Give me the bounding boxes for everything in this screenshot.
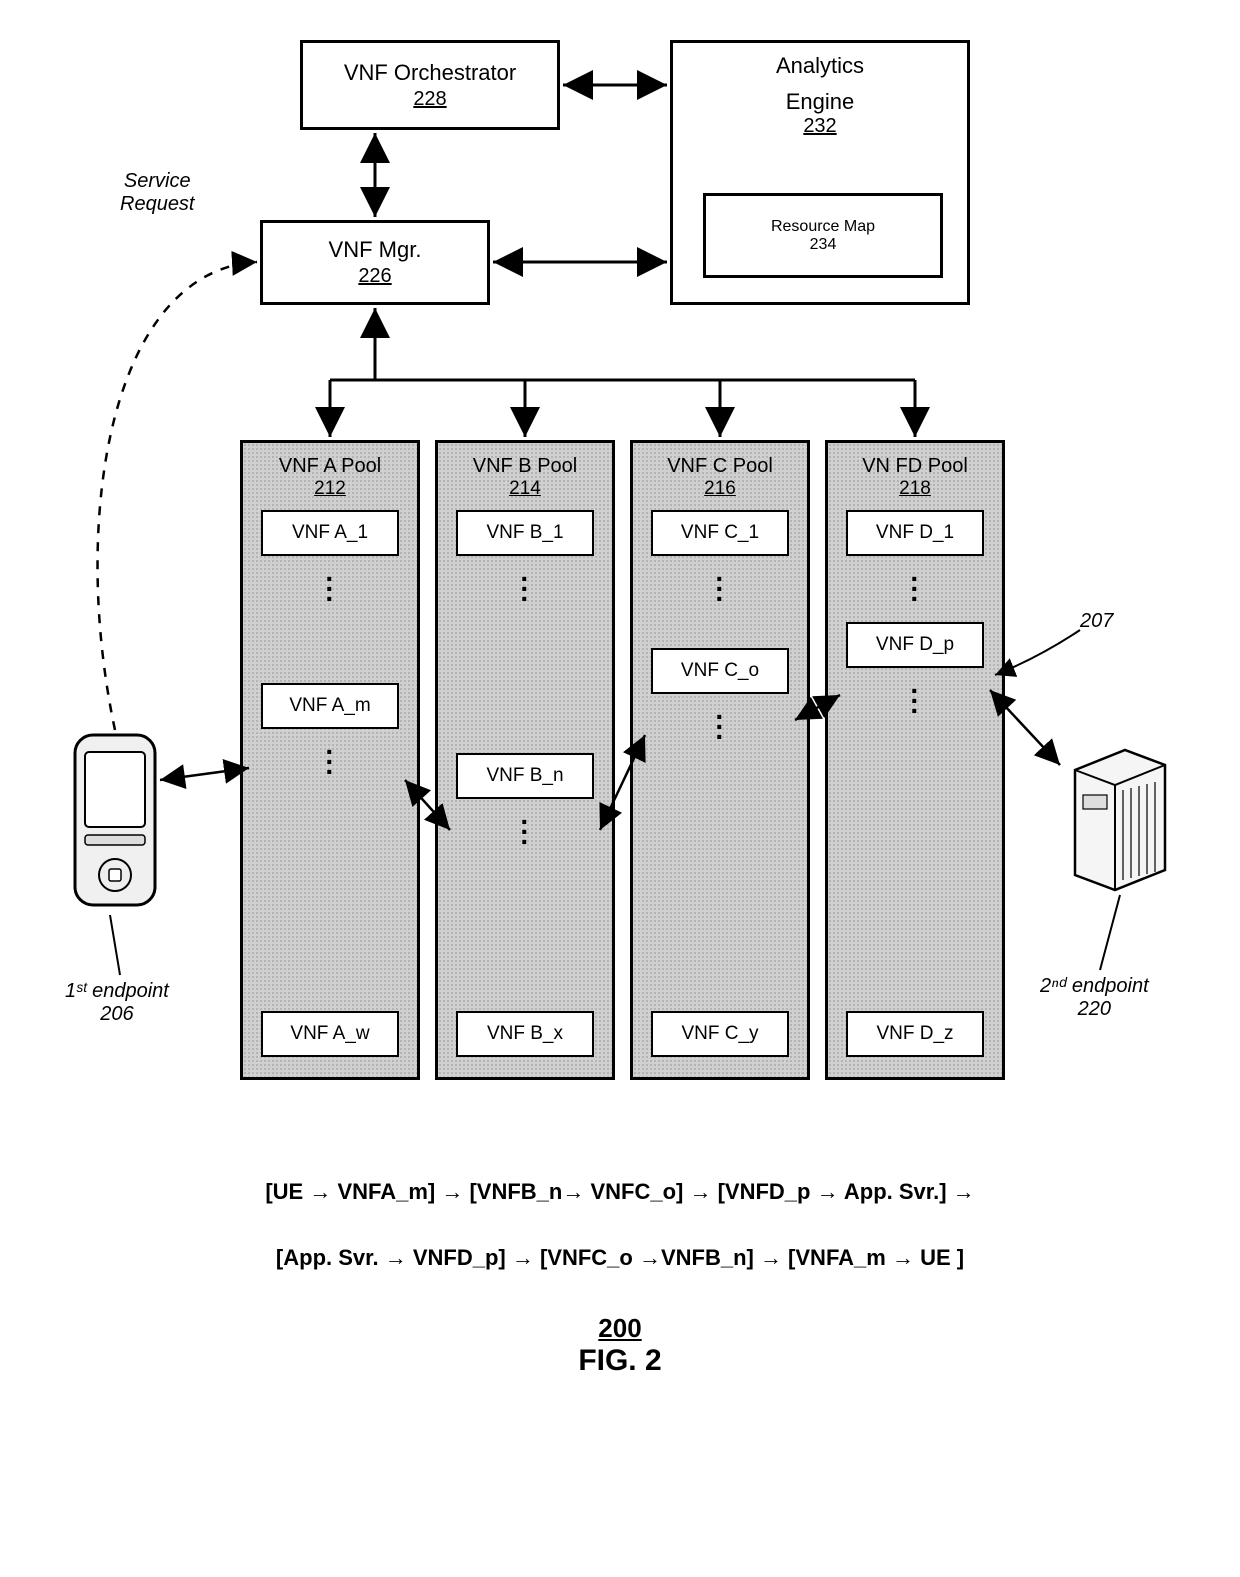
service-request-l1: Service (120, 170, 195, 193)
vnf-item: VNF D_z (846, 1011, 984, 1057)
vnf-item: VNF D_p (846, 622, 984, 668)
pool-title: VNF A Pool (255, 455, 405, 478)
vnf-item: VNF B_1 (456, 510, 594, 556)
vnf-item: VNF B_x (456, 1011, 594, 1057)
endpoint2-label: 2ⁿᵈ endpoint 220 (1040, 975, 1149, 1021)
pool-0: VNF A Pool212 VNF A_1 ··· VNF A_m ··· VNF A_w (240, 440, 420, 1080)
resource-map-box: Resource Map 234 (703, 193, 943, 278)
endpoint1-l1: 1ˢᵗ endpoint (65, 980, 169, 1003)
vdots-icon: ··· (255, 574, 405, 604)
pool-title: VN FD Pool (840, 455, 990, 478)
pool-2: VNF C Pool216 VNF C_1 ··· VNF C_o ··· VNF C_y (630, 440, 810, 1080)
vdots-icon: ··· (840, 574, 990, 604)
vdots-icon: ··· (450, 817, 600, 847)
analytics-title-l1: Analytics (673, 53, 967, 79)
analytics-title-l2: Engine (673, 89, 967, 115)
vnf-item: VNF A_1 (261, 510, 399, 556)
pool-1: VNF B Pool214 VNF B_1 ··· VNF B_n ··· VNF B_x (435, 440, 615, 1080)
vnf-orchestrator-ref: 228 (413, 88, 446, 111)
ref-207: 207 (1080, 610, 1113, 633)
vnf-item: VNF C_y (651, 1011, 789, 1057)
pool-ref: 216 (645, 478, 795, 500)
diagram-canvas: VNF Orchestrator 228 VNF Mgr. 226 Analyt… (20, 20, 1220, 1440)
vnf-item: VNF A_w (261, 1011, 399, 1057)
vdots-icon: ··· (645, 574, 795, 604)
pool-title: VNF B Pool (450, 455, 600, 478)
endpoint2-l2: 220 (1040, 998, 1149, 1021)
pool-3: VN FD Pool218 VNF D_1 ··· VNF D_p ··· VNF D_z (825, 440, 1005, 1080)
resource-map-ref: 234 (810, 236, 837, 254)
vdots-icon: ··· (645, 712, 795, 742)
analytics-engine-box: Analytics Engine 232 Resource Map 234 (670, 40, 970, 305)
phone-icon (60, 730, 170, 920)
pool-ref: 218 (840, 478, 990, 500)
service-request-label: Service Request (120, 170, 195, 216)
figure-number: 200 (20, 1313, 1220, 1344)
vnf-item: VNF B_n (456, 753, 594, 799)
pool-ref: 212 (255, 478, 405, 500)
vnf-item: VNF C_1 (651, 510, 789, 556)
vnf-orchestrator-box: VNF Orchestrator 228 (300, 40, 560, 130)
figure-label: FIG. 2 (20, 1344, 1220, 1378)
pool-ref: 214 (450, 478, 600, 500)
vnf-item: VNF C_o (651, 648, 789, 694)
vnf-mgr-box: VNF Mgr. 226 (260, 220, 490, 305)
vnf-orchestrator-title: VNF Orchestrator (344, 60, 516, 86)
chain-line-2: [App. Svr. → VNFD_p] → [VNFC_o →VNFB_n] … (20, 1234, 1220, 1282)
endpoint2-l1: 2ⁿᵈ endpoint (1040, 975, 1149, 998)
service-request-l2: Request (120, 193, 195, 216)
chain-line-1: [UE → VNFA_m] → [VNFB_n→ VNFC_o] → [VNFD… (20, 1168, 1220, 1216)
vdots-icon: ··· (840, 686, 990, 716)
endpoint1-l2: 206 (65, 1003, 169, 1026)
vnf-mgr-title: VNF Mgr. (329, 237, 422, 263)
pool-title: VNF C Pool (645, 455, 795, 478)
server-icon (1055, 740, 1185, 900)
resource-map-title: Resource Map (771, 218, 875, 236)
analytics-ref: 232 (673, 115, 967, 138)
vnf-item: VNF D_1 (846, 510, 984, 556)
vnf-mgr-ref: 226 (358, 265, 391, 288)
vdots-icon: ··· (255, 747, 405, 777)
vdots-icon: ··· (450, 574, 600, 604)
vnf-item: VNF A_m (261, 683, 399, 729)
endpoint1-label: 1ˢᵗ endpoint 206 (65, 980, 169, 1026)
